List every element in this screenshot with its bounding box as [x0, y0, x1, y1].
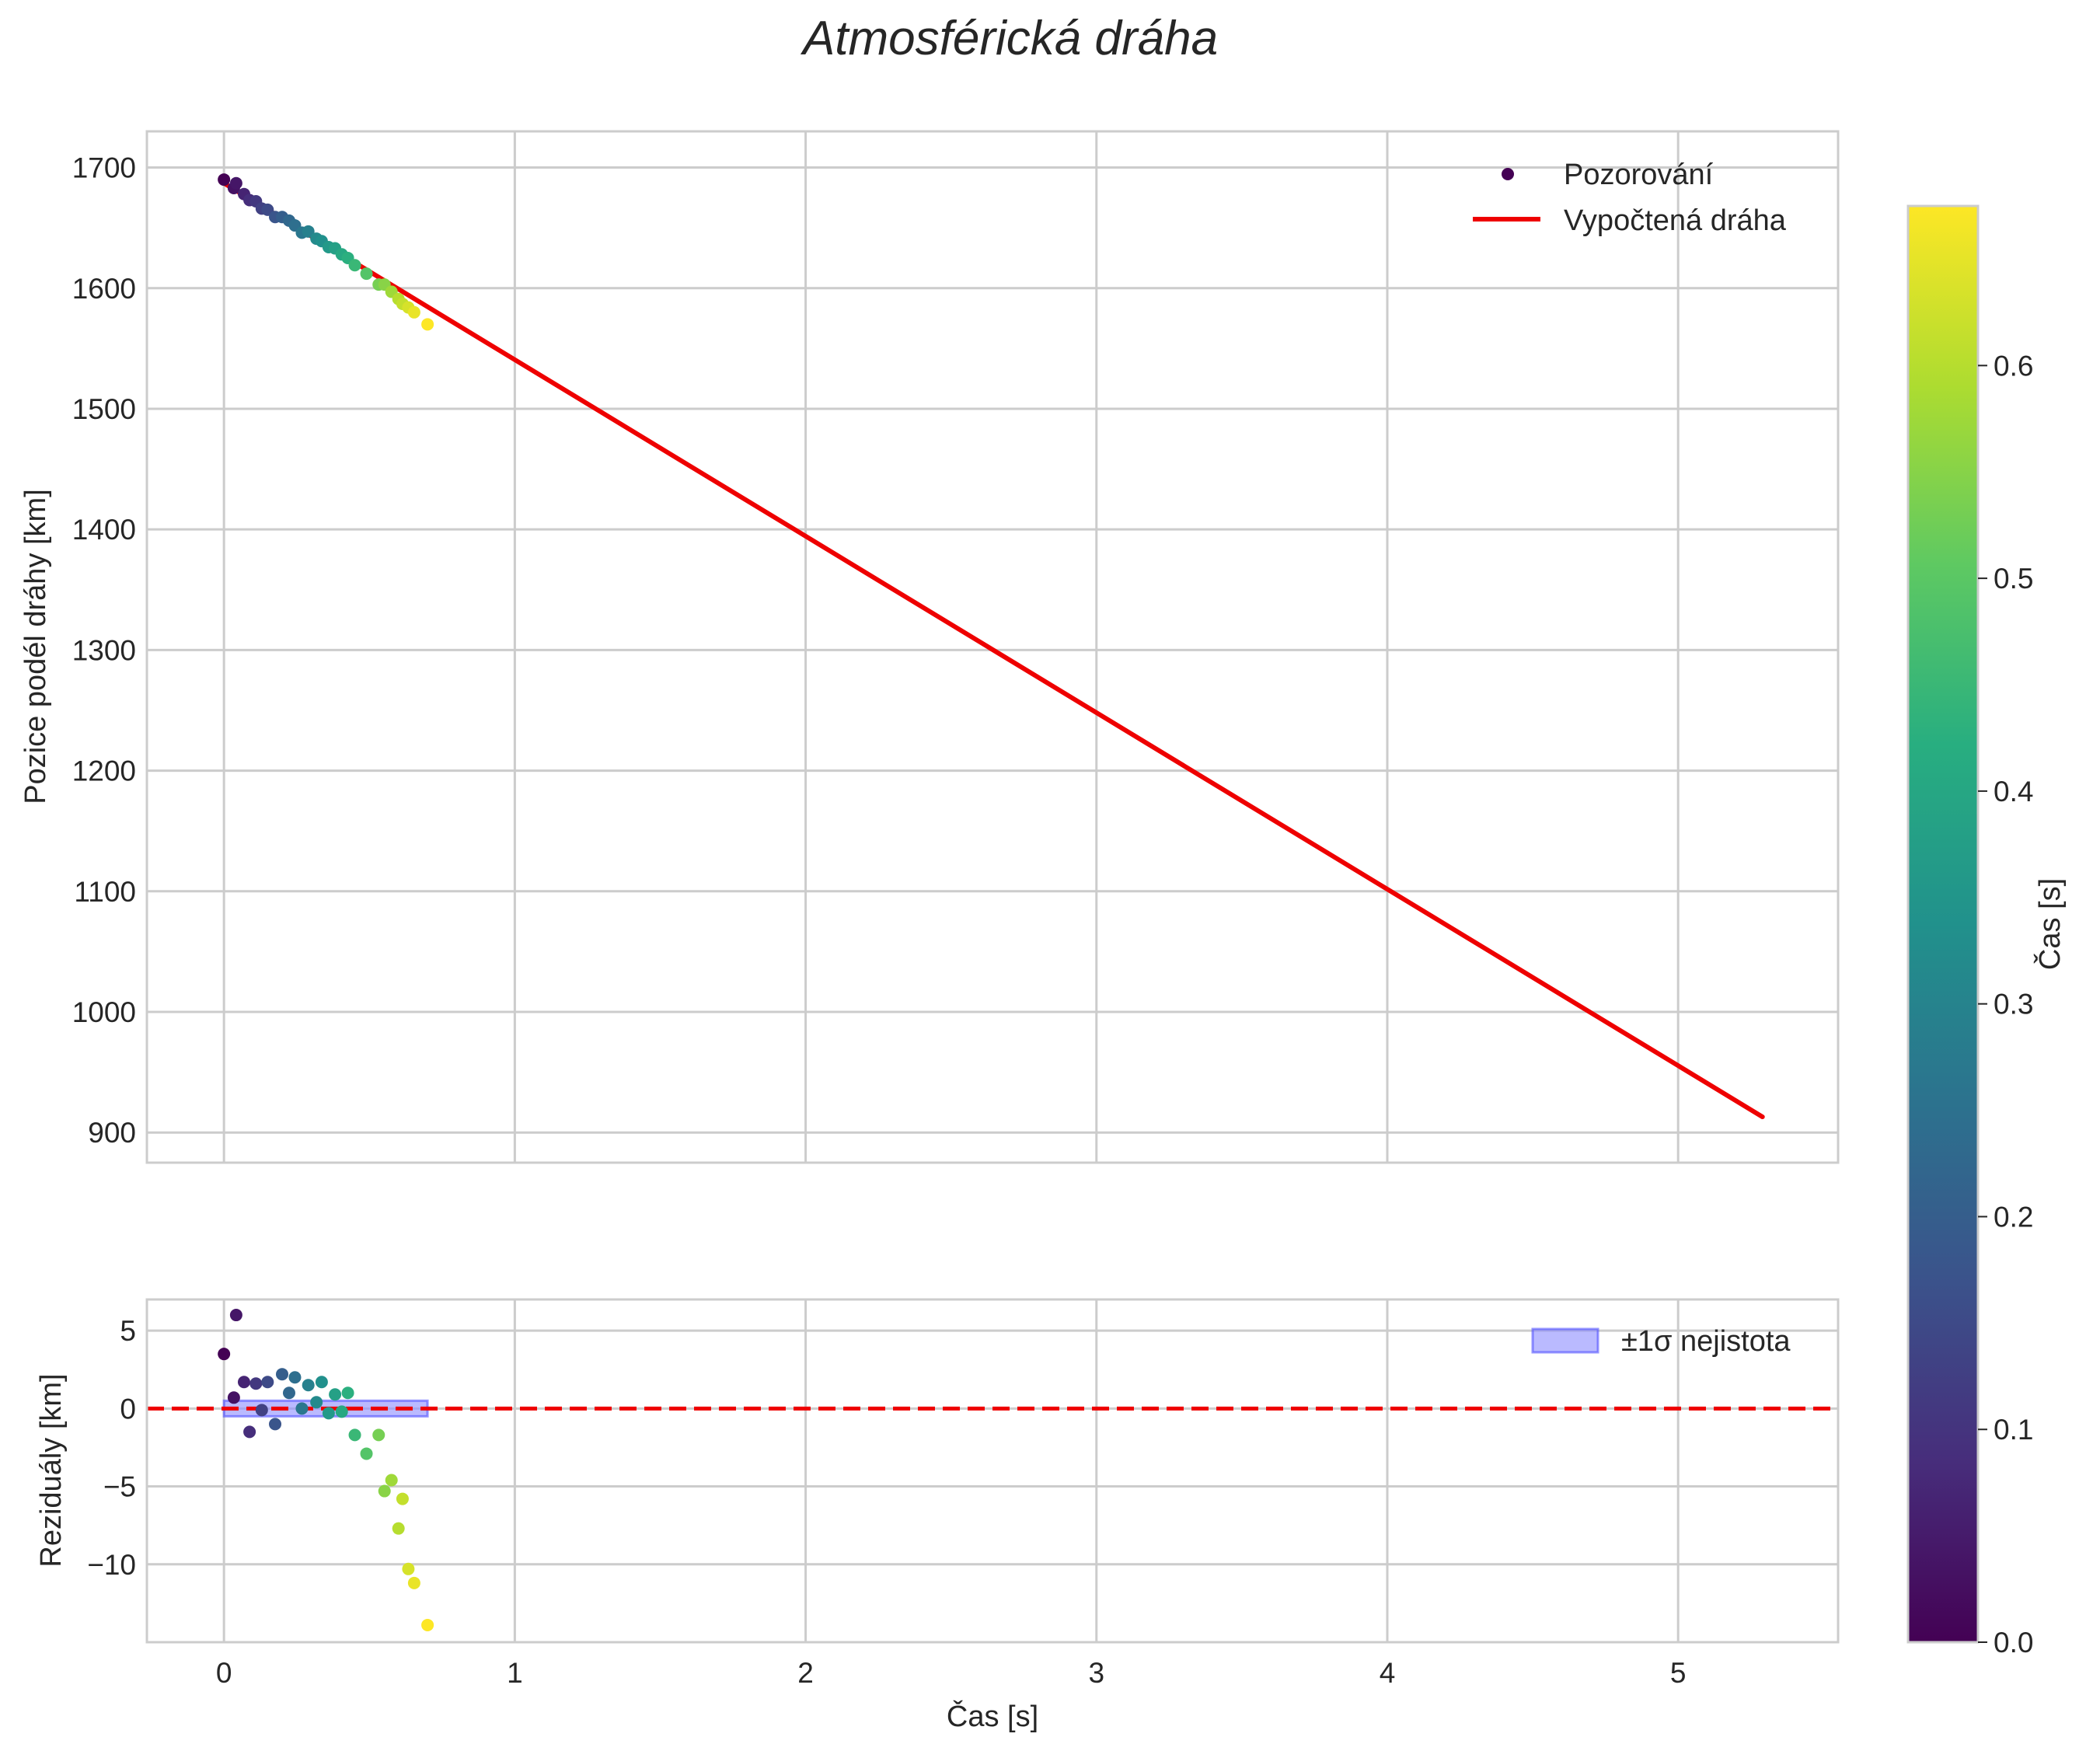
- residual-point: [237, 1376, 250, 1389]
- residual-point: [310, 1396, 323, 1409]
- residual-point: [282, 1386, 295, 1400]
- x-tick-labels: 0 1 2 3 4 5: [216, 1657, 1687, 1689]
- x-tick-label: 5: [1670, 1657, 1687, 1689]
- observation-point: [302, 225, 315, 238]
- top-y-tick-label: 1100: [74, 876, 136, 908]
- residual-point: [372, 1428, 385, 1442]
- residual-point: [255, 1404, 268, 1417]
- x-axis-label: Čas [s]: [947, 1699, 1038, 1733]
- colorbar-tick-label: 0.2: [1994, 1201, 2033, 1233]
- observation-point: [421, 318, 434, 331]
- top-y-axis-label: Pozice podél dráhy [km]: [19, 489, 52, 804]
- residual-point: [378, 1484, 391, 1498]
- x-tick-label: 2: [797, 1657, 814, 1689]
- residual-point: [392, 1522, 405, 1535]
- residual-point: [261, 1376, 274, 1389]
- x-tick-label: 1: [507, 1657, 523, 1689]
- bottom-y-axis-label: Reziduály [km]: [35, 1373, 68, 1567]
- fit-line: [222, 180, 1765, 1120]
- residual-point: [249, 1377, 263, 1390]
- chart-title: Atmosférická dráha: [800, 12, 1218, 65]
- top-legend: Pozorování Vypočtená dráha: [1473, 159, 1787, 237]
- residual-point: [218, 1348, 231, 1361]
- observation-point: [360, 267, 373, 281]
- bottom-y-tick-label: −5: [103, 1471, 136, 1503]
- residual-point: [348, 1428, 361, 1442]
- x-tick-label: 4: [1380, 1657, 1396, 1689]
- top-axes: 900 1000 1100 1200 1300 1400 1500 1600 1700 Pozi…: [19, 130, 1840, 1164]
- residual-point: [315, 1376, 328, 1389]
- residual-point: [335, 1405, 348, 1418]
- x-tick-label: 0: [216, 1657, 232, 1689]
- legend-marker-band: [1531, 1327, 1599, 1354]
- observation-point: [229, 176, 242, 190]
- bottom-y-tick-label: 0: [120, 1393, 136, 1425]
- colorbar-tick-label: 0.1: [1994, 1414, 2033, 1446]
- residual-point: [341, 1386, 354, 1400]
- top-y-tick-label: 900: [88, 1117, 136, 1149]
- bottom-axes-frame: [145, 1298, 1840, 1644]
- top-axes-frame: [145, 130, 1840, 1164]
- top-y-tick-label: 1400: [72, 514, 136, 546]
- residual-points: [218, 1309, 434, 1631]
- top-y-tick-labels: 900 1000 1100 1200 1300 1400 1500 1600 1700: [72, 152, 136, 1149]
- legend-label-observations: Pozorování: [1564, 159, 1714, 191]
- top-y-tick-label: 1200: [72, 755, 136, 787]
- bottom-y-tick-label: 5: [120, 1315, 136, 1347]
- observation-point: [407, 305, 420, 319]
- top-y-tick-label: 1300: [72, 634, 136, 666]
- colorbar: 0.0 0.1 0.2 0.3 0.4 0.5 0.6 Čas [s]: [1906, 204, 2067, 1659]
- top-y-tick-label: 1600: [72, 273, 136, 305]
- colorbar-gradient: [1906, 204, 1980, 1644]
- residual-point: [322, 1407, 335, 1420]
- x-tick-label: 3: [1088, 1657, 1104, 1689]
- observation-point: [348, 259, 361, 272]
- residual-point: [302, 1379, 315, 1392]
- residual-point: [276, 1368, 289, 1381]
- colorbar-tick-label: 0.5: [1994, 563, 2033, 595]
- residual-point: [288, 1371, 302, 1384]
- colorbar-label: Čas [s]: [2032, 878, 2067, 970]
- residual-point: [385, 1474, 398, 1487]
- colorbar-tick-labels: 0.0 0.1 0.2 0.3 0.4 0.5 0.6: [1978, 350, 2033, 1659]
- residual-point: [295, 1402, 309, 1415]
- residual-point: [269, 1418, 282, 1431]
- top-y-tick-label: 1700: [72, 152, 136, 184]
- bottom-axes: 5 0 −5 −10 0 1 2 3 4 5 Reziduály [km] Čas [s] ±1…: [35, 1298, 1840, 1733]
- colorbar-tick-label: 0.6: [1994, 350, 2033, 382]
- colorbar-tick-label: 0.4: [1994, 776, 2033, 807]
- residual-point: [227, 1391, 240, 1404]
- residual-point: [407, 1576, 420, 1589]
- colorbar-tick-label: 0.3: [1994, 989, 2033, 1020]
- residual-point: [421, 1618, 434, 1631]
- residual-point: [396, 1492, 409, 1505]
- residual-point: [229, 1309, 242, 1322]
- legend-label-band: ±1σ nejistota: [1621, 1325, 1791, 1358]
- top-y-tick-label: 1000: [72, 996, 136, 1028]
- residual-point: [360, 1447, 373, 1460]
- colorbar-tick-label: 0.0: [1994, 1627, 2033, 1659]
- residual-point: [329, 1388, 342, 1401]
- bottom-y-tick-label: −10: [87, 1549, 136, 1581]
- residual-point: [402, 1562, 415, 1575]
- bottom-legend: ±1σ nejistota: [1531, 1325, 1791, 1358]
- residual-point: [243, 1425, 256, 1439]
- bottom-y-tick-labels: 5 0 −5 −10: [87, 1315, 136, 1581]
- legend-label-fit: Vypočtená dráha: [1564, 204, 1787, 237]
- top-y-tick-label: 1500: [72, 393, 136, 425]
- legend-marker-observations: [1502, 168, 1514, 180]
- observation-point: [218, 173, 231, 187]
- top-grid: [147, 131, 1838, 1163]
- observation-points: [218, 173, 434, 331]
